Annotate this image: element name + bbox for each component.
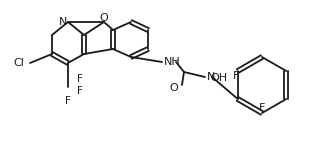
Text: F: F [65, 96, 71, 106]
Text: F: F [77, 86, 83, 96]
Text: OH: OH [210, 73, 227, 83]
Text: N: N [207, 72, 215, 82]
Text: NH: NH [164, 57, 181, 67]
Text: O: O [169, 83, 178, 93]
Text: Cl: Cl [13, 58, 24, 68]
Text: F: F [77, 74, 83, 84]
Text: N: N [59, 17, 67, 27]
Text: O: O [99, 13, 108, 23]
Text: F: F [233, 71, 239, 81]
Text: F: F [259, 103, 265, 113]
